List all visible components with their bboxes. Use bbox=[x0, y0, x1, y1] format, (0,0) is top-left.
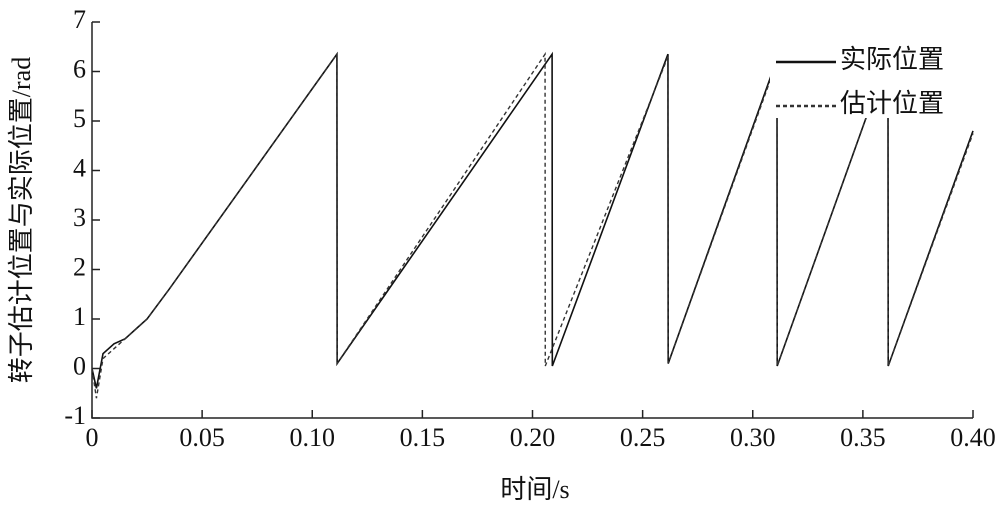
plot-area bbox=[92, 51, 974, 399]
y-axis-label: 转子估计位置与实际位置/rad bbox=[7, 57, 36, 383]
y-tick-label: 5 bbox=[73, 104, 86, 133]
x-tick-label: 0 bbox=[86, 423, 99, 452]
x-tick-label: 0.40 bbox=[950, 423, 996, 452]
x-tick-label: 0.30 bbox=[730, 423, 776, 452]
x-axis-label: 时间/s bbox=[500, 475, 569, 504]
x-tick-label: 0.20 bbox=[510, 423, 556, 452]
y-tick-label: 3 bbox=[73, 203, 86, 232]
x-tick-label: 0.15 bbox=[400, 423, 446, 452]
y-tick-label: 0 bbox=[73, 351, 86, 380]
legend-box bbox=[770, 22, 975, 118]
y-tick-label: 7 bbox=[73, 5, 86, 34]
y-tick-label: 6 bbox=[73, 54, 86, 83]
y-tick-label: 4 bbox=[73, 153, 86, 182]
x-tick-label: 0.10 bbox=[290, 423, 336, 452]
x-tick-label: 0.25 bbox=[620, 423, 666, 452]
y-tick-label: 2 bbox=[73, 252, 86, 281]
y-tick-label: 1 bbox=[73, 302, 86, 331]
legend-label: 实际位置 bbox=[840, 45, 944, 74]
y-tick-label: -1 bbox=[64, 401, 86, 430]
x-tick-label: 0.35 bbox=[840, 423, 886, 452]
x-tick-label: 0.05 bbox=[179, 423, 225, 452]
series-line bbox=[92, 51, 974, 399]
legend-label: 估计位置 bbox=[840, 89, 944, 118]
